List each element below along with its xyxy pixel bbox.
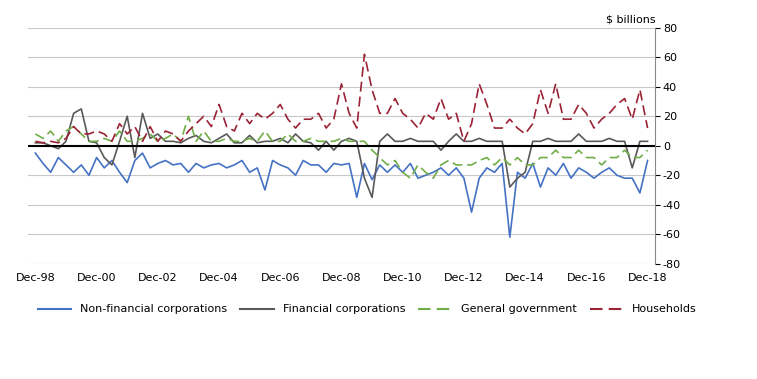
Legend: Non-financial corporations, Financial corporations, General government, Househol: Non-financial corporations, Financial co… xyxy=(33,300,701,319)
Text: $ billions: $ billions xyxy=(606,15,656,25)
